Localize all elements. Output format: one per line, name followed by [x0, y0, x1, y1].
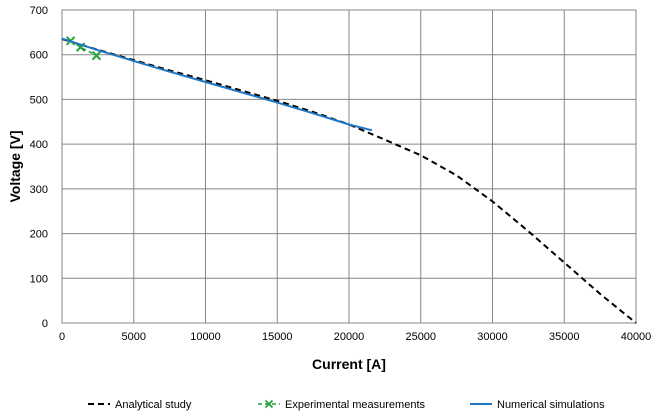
series-layer — [61, 36, 637, 324]
data-point — [91, 50, 102, 61]
y-tick-label: 700 — [30, 5, 48, 17]
y-tick-label: 0 — [42, 318, 48, 330]
legend: Analytical study Experimental measurement… — [88, 399, 605, 411]
y-axis-tick-labels: 0 100 200 300 400 500 600 700 — [30, 5, 48, 330]
x-tick-label: 40000 — [621, 331, 652, 343]
y-tick-label: 100 — [30, 273, 48, 285]
grid-lines — [61, 9, 637, 324]
y-tick-label: 200 — [30, 229, 48, 241]
legend-item-0: Analytical study — [88, 399, 192, 411]
plot-area — [61, 9, 637, 324]
series-2 — [61, 37, 373, 132]
legend-item-1: Experimental measurements — [258, 399, 426, 411]
legend-item-2: Numerical simulations — [470, 399, 605, 411]
x-tick-label: 0 — [59, 331, 65, 343]
y-tick-label: 300 — [30, 184, 48, 196]
y-tick-label: 500 — [30, 94, 48, 106]
x-tick-label: 25000 — [405, 331, 436, 343]
y-tick-label: 400 — [30, 139, 48, 151]
x-tick-label: 5000 — [122, 331, 146, 343]
series-line — [61, 37, 373, 132]
y-axis-title: Voltage [V] — [7, 130, 23, 202]
legend-label: Experimental measurements — [285, 399, 426, 411]
x-axis-tick-labels: 0 5000 10000 15000 20000 25000 30000 35000 40000 — [59, 331, 651, 343]
x-tick-label: 15000 — [262, 331, 293, 343]
x-axis-title: Current [A] — [312, 356, 386, 372]
x-tick-label: 10000 — [190, 331, 221, 343]
legend-label: Numerical simulations — [497, 399, 605, 411]
legend-label: Analytical study — [115, 399, 192, 411]
y-tick-label: 600 — [30, 50, 48, 62]
x-tick-label: 20000 — [334, 331, 365, 343]
series-0 — [61, 38, 637, 324]
series-line — [61, 38, 637, 324]
x-tick-label: 30000 — [477, 331, 508, 343]
x-tick-label: 35000 — [549, 331, 580, 343]
